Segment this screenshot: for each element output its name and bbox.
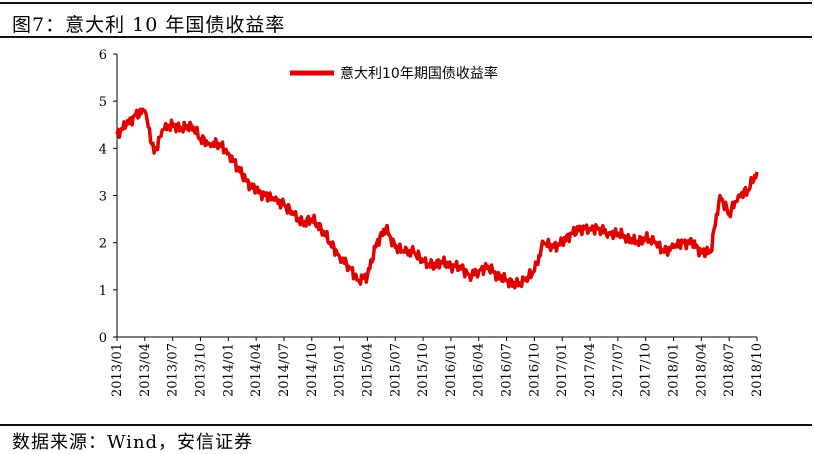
x-tick-label: 2015/01 (333, 343, 348, 397)
x-tick-label: 2013/10 (193, 343, 208, 397)
bottom-rule (0, 424, 812, 426)
x-tick-label: 2017/10 (639, 343, 654, 397)
title-rule (0, 36, 812, 38)
y-tick-label: 4 (99, 142, 107, 157)
figure-title: 图7：意大利 10 年国债收益率 (12, 14, 286, 36)
x-tick-label: 2013/01 (110, 343, 125, 397)
x-tick-label: 2017/07 (611, 343, 626, 397)
x-tick-label: 2018/01 (667, 343, 682, 397)
x-tick-label: 2015/04 (360, 343, 375, 397)
series-line (115, 107, 759, 290)
chart-axes (116, 54, 757, 338)
y-axis-ticks: 0 1 2 3 4 5 6 (99, 48, 117, 346)
legend-label: 意大利10年期国债收益率 (340, 65, 498, 82)
x-tick-label: 2014/04 (249, 343, 264, 397)
x-tick-label: 2016/10 (527, 343, 542, 397)
source-note: 数据来源：Wind，安信证券 (12, 432, 254, 453)
x-tick-label: 2016/04 (472, 343, 487, 397)
x-tick-label: 2015/07 (388, 343, 403, 397)
y-tick-label: 2 (99, 237, 107, 252)
x-tick-label: 2018/10 (750, 343, 765, 397)
y-tick-label: 0 (99, 331, 107, 346)
x-tick-label: 2017/04 (583, 343, 598, 397)
x-tick-label: 2017/01 (555, 343, 570, 397)
y-tick-label: 5 (99, 95, 107, 110)
x-axis-ticks: 2013/01 2013/04 2013/07 2013/10 2014/01 2014/… (110, 337, 765, 397)
top-rule (0, 2, 812, 4)
x-tick-label: 2018/04 (694, 343, 709, 397)
x-tick-label: 2018/07 (722, 343, 737, 397)
y-tick-label: 3 (99, 190, 107, 205)
x-tick-label: 2013/07 (166, 343, 181, 397)
plot-area (115, 107, 759, 290)
x-tick-label: 2016/07 (500, 343, 515, 397)
x-tick-label: 2014/01 (221, 343, 236, 397)
x-tick-label: 2014/10 (305, 343, 320, 397)
legend: 意大利10年期国债收益率 (290, 65, 498, 82)
y-tick-label: 1 (99, 284, 107, 299)
x-tick-label: 2014/07 (277, 343, 292, 397)
x-tick-label: 2016/01 (444, 343, 459, 397)
x-tick-label: 2013/04 (138, 343, 153, 397)
y-tick-label: 6 (99, 48, 107, 63)
x-tick-label: 2015/10 (416, 343, 431, 397)
